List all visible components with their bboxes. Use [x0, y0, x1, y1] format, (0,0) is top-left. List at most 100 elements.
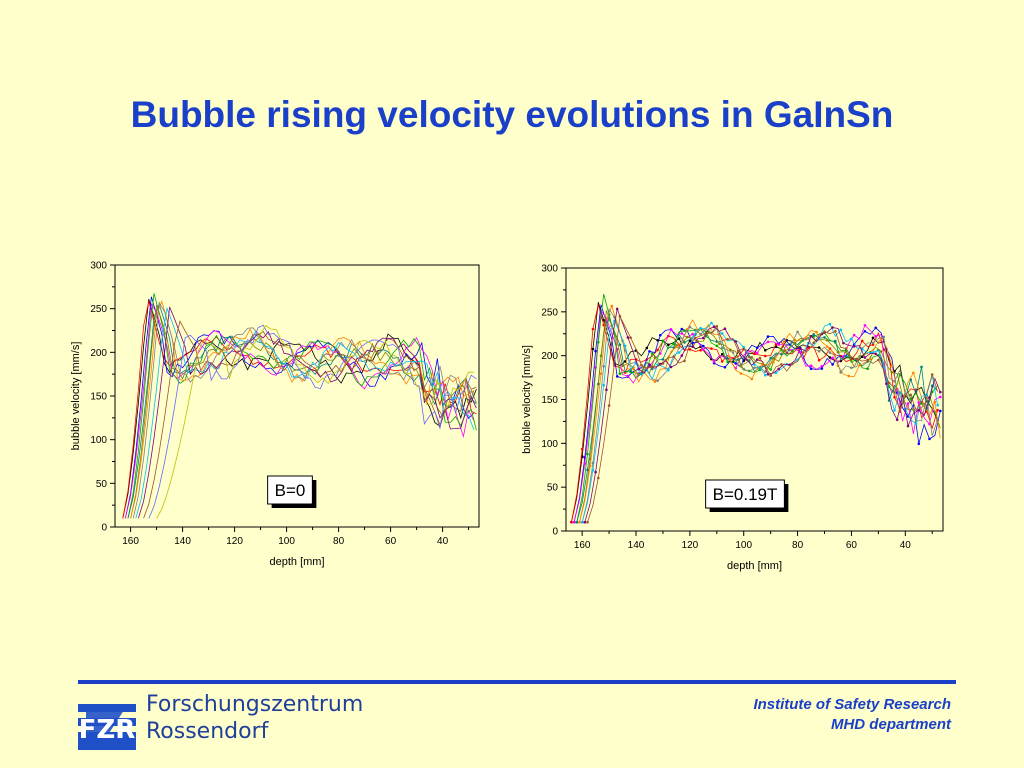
series-line: [148, 324, 477, 519]
series-marker: [688, 339, 692, 343]
series-group: [570, 293, 942, 524]
series-marker: [583, 520, 587, 524]
series-marker: [785, 343, 789, 347]
series-marker: [906, 424, 910, 428]
series-marker: [597, 476, 600, 480]
series-marker: [618, 314, 622, 318]
logo-line2: Rossendorf: [146, 719, 269, 744]
series-marker: [774, 371, 778, 375]
series-marker: [586, 452, 589, 456]
series-marker: [809, 367, 813, 370]
series-marker: [661, 339, 665, 343]
series-marker: [710, 321, 713, 325]
series-marker: [917, 409, 921, 412]
series-marker: [820, 364, 824, 368]
series-line: [130, 300, 475, 519]
series-marker: [828, 347, 832, 350]
velocity-chart-b019: 0 50 100 150 200 250 300 160 140 120 100 80 60 40 dept…: [510, 254, 960, 584]
series-marker: [588, 464, 592, 468]
series-marker: [715, 344, 719, 348]
series-marker: [863, 330, 867, 333]
series-marker: [720, 360, 724, 363]
series-marker: [904, 392, 907, 396]
series-marker: [769, 368, 772, 371]
series-marker: [737, 349, 740, 353]
logo-line1: Forschungszentrum: [146, 692, 364, 717]
series-marker: [828, 356, 832, 359]
x-axis-label: depth [mm]: [269, 556, 324, 568]
series-marker: [680, 332, 684, 335]
series-marker: [648, 350, 651, 353]
x-tick-label: 120: [226, 536, 243, 547]
annotation-box: [267, 475, 313, 505]
fzr-logo: FZR Forschungszentrum Rossendorf: [78, 692, 378, 756]
series-marker: [788, 363, 791, 367]
series-marker: [930, 373, 934, 376]
series-marker: [809, 364, 813, 367]
series-marker: [895, 418, 899, 422]
x-tick-label: 60: [385, 536, 397, 547]
series-marker: [734, 362, 737, 365]
series-marker: [874, 352, 877, 356]
series-marker: [610, 304, 614, 308]
series-marker: [597, 341, 600, 344]
series-marker: [777, 367, 780, 371]
series-marker: [653, 380, 657, 383]
series-marker: [615, 375, 619, 378]
x-tick-label: 160: [574, 540, 591, 551]
series-marker: [753, 366, 756, 370]
series-group: [122, 293, 477, 519]
series-marker: [720, 332, 724, 335]
series-line: [122, 298, 477, 519]
series-marker: [685, 335, 689, 339]
series-marker: [890, 364, 894, 367]
x-tick-label: 120: [682, 540, 699, 551]
series-marker: [753, 352, 756, 356]
series-marker: [893, 396, 896, 399]
series-marker: [594, 470, 597, 474]
series-marker: [677, 351, 681, 354]
series-line: [581, 307, 938, 523]
series-marker: [917, 401, 921, 404]
x-tick-label: 60: [846, 540, 858, 551]
series-marker: [747, 355, 751, 359]
series-marker: [718, 342, 721, 346]
series-marker: [586, 520, 589, 524]
series-marker: [696, 340, 700, 343]
series-marker: [575, 520, 579, 524]
series-marker: [669, 328, 673, 331]
series-marker: [602, 318, 605, 322]
series-marker: [723, 327, 727, 330]
series-marker: [874, 326, 877, 330]
y-tick-label: 250: [90, 304, 107, 315]
series-marker: [780, 363, 783, 366]
y-tick-label: 100: [541, 439, 558, 450]
y-tick-label: 0: [552, 527, 558, 538]
series-marker: [917, 442, 921, 446]
annotation-label: B=0.19T: [713, 485, 778, 504]
series-marker: [774, 353, 778, 356]
series-marker: [839, 328, 842, 332]
series-marker: [615, 307, 619, 311]
fzr-logo-mark: FZR: [79, 715, 136, 745]
series-marker: [672, 355, 675, 358]
series-marker: [699, 349, 702, 352]
series-marker: [790, 362, 794, 366]
y-axis-label: bubble velocity [mm/s]: [70, 342, 82, 451]
series-marker: [704, 332, 708, 335]
series-marker: [807, 346, 810, 350]
fzr-logo-icon: FZR: [78, 696, 136, 750]
series-marker: [928, 437, 931, 441]
series-marker: [683, 359, 686, 363]
series-marker: [659, 333, 662, 337]
series-marker: [782, 340, 786, 343]
series-marker: [591, 327, 595, 331]
series-marker: [661, 358, 665, 361]
series-marker: [764, 354, 767, 358]
series-marker: [677, 337, 681, 340]
series-marker: [817, 350, 821, 353]
series-marker: [793, 338, 797, 342]
series-marker: [866, 358, 869, 362]
series-marker: [731, 351, 735, 354]
series-marker: [812, 333, 815, 336]
